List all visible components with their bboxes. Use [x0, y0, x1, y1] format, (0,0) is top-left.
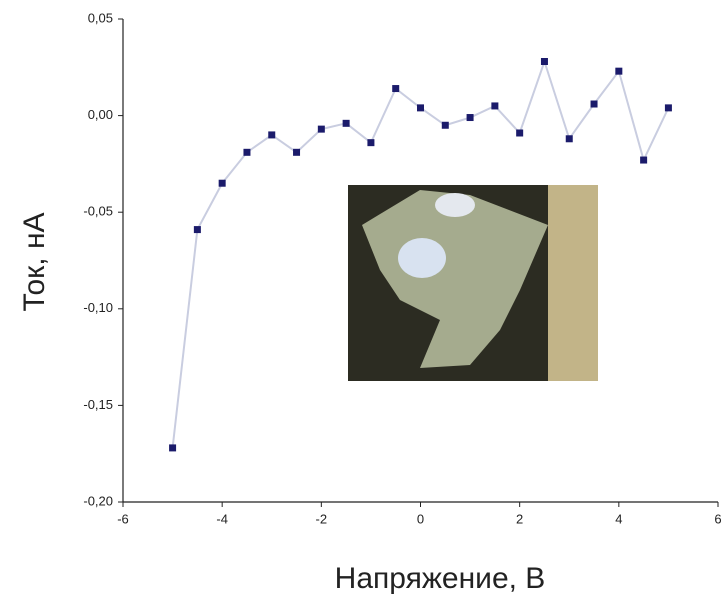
y-tick-label: 0,00	[88, 107, 113, 122]
data-point	[540, 58, 548, 66]
data-point	[466, 114, 474, 122]
y-tick-label: -0,15	[83, 397, 113, 412]
y-axis-title: Ток, нА	[18, 212, 51, 311]
data-point	[491, 102, 499, 110]
y-tick-label: -0,05	[83, 204, 113, 219]
data-point	[441, 121, 449, 129]
data-point	[664, 104, 672, 112]
x-tick-label: -2	[316, 511, 328, 526]
x-axis-title: Напряжение, В	[335, 562, 546, 595]
inset-photo	[348, 185, 598, 381]
y-tick-label: -0,10	[83, 300, 113, 315]
data-point	[516, 129, 524, 137]
data-point	[169, 444, 177, 452]
x-tick-label: 2	[516, 511, 523, 526]
data-point	[218, 179, 226, 187]
data-point	[417, 104, 424, 112]
data-point	[342, 119, 350, 127]
data-point	[590, 100, 598, 108]
x-tick-label: 0	[417, 511, 424, 526]
data-point	[367, 139, 375, 147]
data-point	[640, 156, 648, 164]
data-point	[243, 148, 251, 156]
data-point	[392, 85, 400, 93]
x-tick-label: 6	[714, 511, 721, 526]
data-point	[268, 131, 276, 139]
x-tick-label: -4	[216, 511, 228, 526]
y-tick-label: 0,05	[88, 10, 113, 25]
data-point	[565, 135, 573, 143]
y-tick-label: -0,20	[83, 493, 113, 508]
data-point	[293, 148, 301, 156]
x-tick-label: 4	[615, 511, 622, 526]
data-point	[317, 125, 325, 133]
data-point	[193, 226, 201, 234]
data-point	[615, 67, 623, 75]
x-tick-label: -6	[117, 511, 129, 526]
